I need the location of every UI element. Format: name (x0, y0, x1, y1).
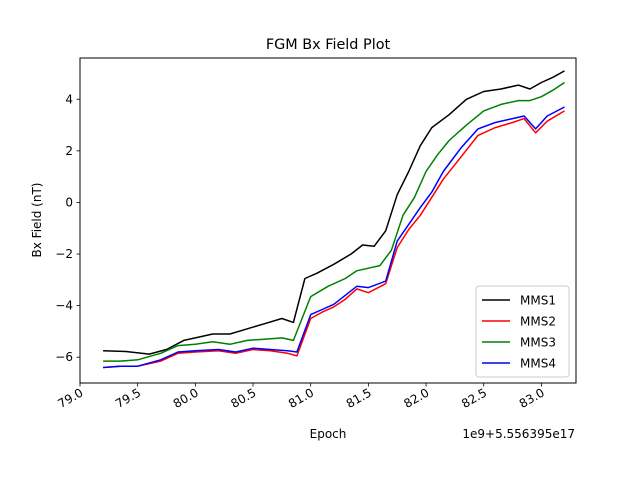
legend-label-mms3: MMS3 (520, 336, 556, 350)
legend: MMS1 MMS2 MMS3 MMS4 (475, 285, 570, 378)
series-line-mms2 (103, 110, 565, 369)
axes-frame (79, 57, 577, 384)
y-tick-label: −2 (55, 247, 73, 261)
series-line-mms4 (103, 106, 565, 369)
y-tick-label: 2 (65, 144, 73, 158)
y-axis-label: Bx Field (nT) (30, 183, 44, 258)
legend-frame (475, 285, 570, 378)
y-tick-label: −6 (55, 350, 73, 364)
x-axis-label: Epoch (310, 427, 347, 441)
y-tick-label: −4 (55, 299, 73, 313)
chart-title: FGM Bx Field Plot (266, 37, 391, 53)
y-tick-label: 4 (65, 92, 73, 106)
y-axis-ticks: −6 −4 −2 0 2 4 (55, 92, 80, 364)
series-line-mms3 (103, 81, 565, 362)
series-line-mms1 (103, 70, 565, 355)
x-axis-offset-text: 1e9+5.556395e17 (462, 427, 575, 441)
legend-label-mms2: MMS2 (520, 315, 556, 329)
legend-label-mms1: MMS1 (520, 294, 556, 308)
legend-label-mms4: MMS4 (520, 357, 556, 371)
y-tick-label: 0 (65, 195, 73, 209)
plot-lines (103, 70, 565, 369)
